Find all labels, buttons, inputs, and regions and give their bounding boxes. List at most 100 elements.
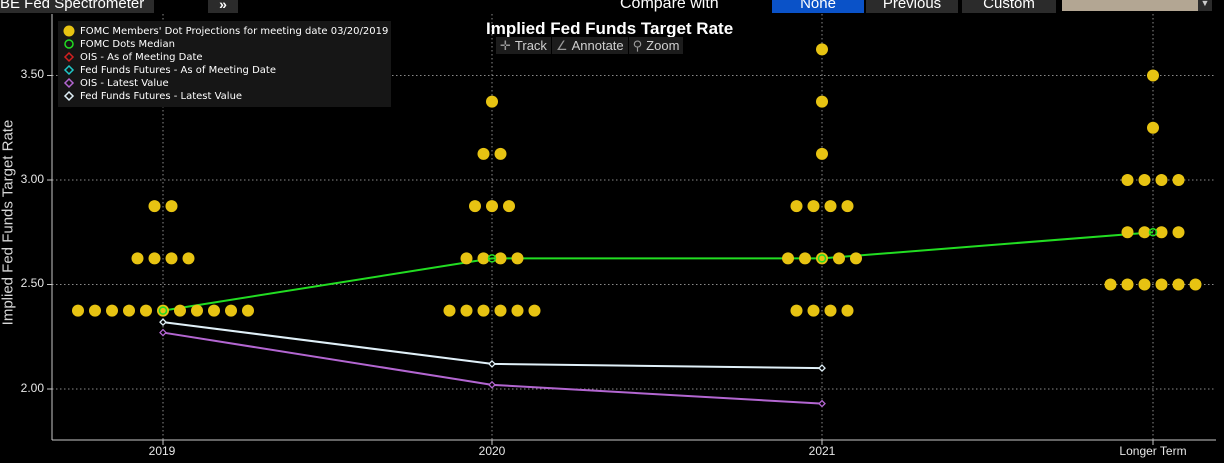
dot-projection [460,252,473,265]
x-tick-label: 2020 [478,444,506,458]
y-axis-label: Implied Fed Funds Target Rate [0,119,17,326]
y-tick-label: 2.50 [20,276,44,290]
custom-date-select[interactable] [1062,0,1198,11]
dot-projection [494,147,507,160]
dot-projection [494,252,507,265]
legend-diamond-marker [63,64,75,76]
dot-projection [799,252,811,265]
series-point [488,360,496,368]
dot-projection [511,304,524,317]
dot-projection [816,43,828,56]
dot-projection [1138,278,1151,291]
series-point [818,364,826,373]
top-toolbar: BE Fed Spectrometer » Compare with None … [0,0,1224,13]
pencil-icon: ∠ [555,38,568,53]
dot-projection [443,304,456,317]
compare-none-button[interactable]: None [772,0,864,13]
y-tick-label: 3.00 [20,172,44,186]
dot-projection [1121,226,1134,239]
dot-projection [477,252,490,265]
series-point [817,254,827,263]
legend-circle-marker [64,39,74,49]
dot-projection [494,304,507,317]
dot-projection [165,252,178,265]
series-line [162,231,1154,312]
track-label: Track [514,38,547,53]
dot-projection [807,200,820,213]
dot-projection [503,200,515,213]
series-point [158,306,168,315]
dot-projection [72,304,84,317]
legend-label: FOMC Dots Median [80,38,175,50]
legend-label: OIS - As of Meeting Date [80,51,203,63]
expand-chevron-icon[interactable]: » [208,0,238,13]
dot-projection [807,304,820,317]
chart-legend: FOMC Members' Dot Projections for meetin… [58,21,391,107]
x-tick-label: Longer Term [1119,444,1187,458]
dot-projection [208,304,220,317]
series-point [487,254,497,263]
x-tick-label: 2019 [148,444,176,458]
x-tick-label: 2021 [808,444,836,458]
legend-item-dots[interactable]: FOMC Members' Dot Projections for meetin… [63,25,388,37]
annotate-label: Annotate [571,38,624,53]
dot-projection [1189,278,1202,291]
dot-projection [1155,226,1168,239]
compare-previous-button[interactable]: Previous [866,0,958,13]
legend-item-fff-meeting[interactable]: Fed Funds Futures - As of Meeting Date [63,64,276,76]
legend-label: OIS - Latest Value [80,77,169,89]
compare-custom-button[interactable]: Custom [962,0,1056,13]
dot-projection [140,304,152,317]
magnifier-icon: ⚲ [632,38,643,53]
dot-projection [148,252,161,265]
dot-projection [1121,278,1134,291]
annotate-tool[interactable]: ∠ Annotate [552,37,629,54]
zoom-tool[interactable]: ⚲ Zoom [629,37,685,54]
legend-item-median[interactable]: FOMC Dots Median [63,38,175,50]
dot-projection [782,252,794,265]
dot-projection [174,304,186,317]
dot-projection [182,252,195,265]
dot-projection [824,200,837,213]
dot-projection [123,304,135,317]
dot-projection [89,304,101,317]
dot-projection [528,304,541,317]
dot-projection [165,200,178,213]
legend-label: FOMC Members' Dot Projections for meetin… [80,25,389,37]
dot-projection [824,304,837,317]
chart-title: Implied Fed Funds Target Rate [486,19,734,38]
series-point [488,380,496,389]
dropdown-arrow-icon[interactable]: ▼ [1198,0,1212,11]
legend-label: Fed Funds Futures - Latest Value [80,90,243,102]
track-tool[interactable]: ✛ Track [496,37,552,54]
dot-projection [790,304,803,317]
dot-projection [816,147,828,160]
dot-projection [1172,278,1185,291]
dot-projection [486,95,498,108]
series-point [159,328,167,337]
dot-projection [131,252,144,265]
legend-item-fff-latest[interactable]: Fed Funds Futures - Latest Value [63,90,242,102]
legend-diamond-marker [63,77,75,89]
legend-diamond-marker [63,51,75,63]
dot-projection [816,95,828,108]
app-title: BE Fed Spectrometer [0,0,155,13]
dot-projection [106,304,118,317]
grid-lines [52,14,1216,440]
dot-projection [1138,226,1151,239]
y-tick-label: 3.50 [20,67,44,81]
dot-projection [511,252,524,265]
dot-projection [841,200,854,213]
dot-projection [1104,278,1117,291]
series-point [159,318,167,327]
crosshair-icon: ✛ [500,38,511,53]
dot-projection [1172,174,1185,186]
legend-label: Fed Funds Futures - As of Meeting Date [80,64,276,76]
series-markers [158,228,1158,408]
legend-item-ois-meeting[interactable]: OIS - As of Meeting Date [63,51,203,63]
dot-projection [850,252,862,265]
dot-projection [148,200,161,213]
series-point [818,399,826,408]
legend-item-ois-latest[interactable]: OIS - Latest Value [63,77,169,89]
